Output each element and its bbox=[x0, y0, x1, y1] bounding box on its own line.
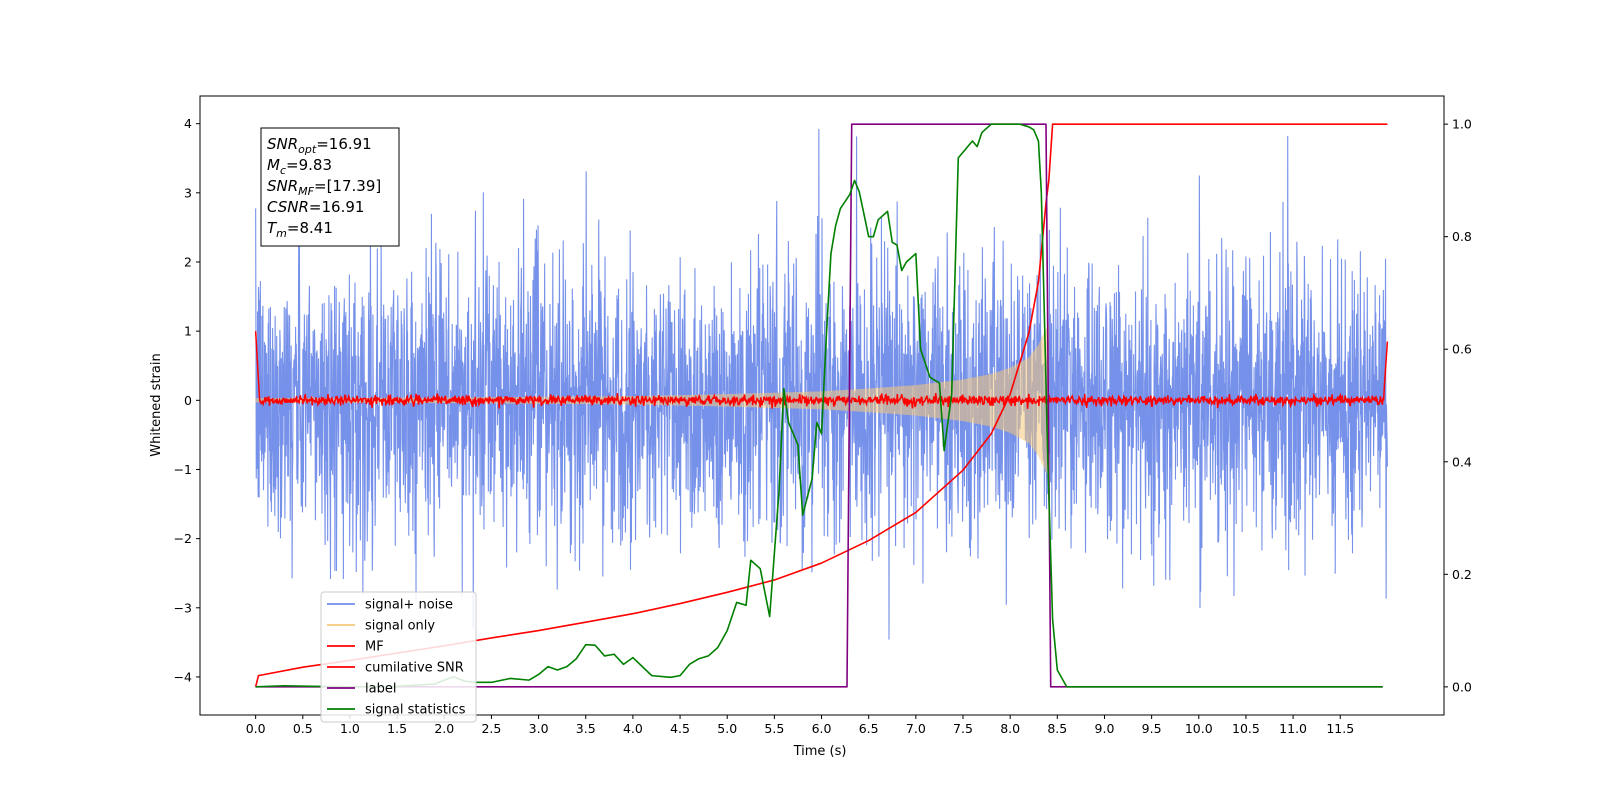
x-tick-label: 10.0 bbox=[1185, 721, 1213, 736]
x-tick-label: 5.0 bbox=[717, 721, 737, 736]
series-signal-statistics-line bbox=[255, 123, 1383, 688]
annotation-frame bbox=[260, 127, 400, 247]
x-axis-label: Time (s) bbox=[793, 744, 847, 759]
y2-tick-label: 0.8 bbox=[1452, 229, 1472, 244]
x-tick-label: 5.5 bbox=[764, 721, 784, 736]
x-tick-label: 0.0 bbox=[246, 721, 266, 736]
x-tick-label: 7.0 bbox=[906, 721, 926, 736]
legend-label: label bbox=[365, 682, 396, 697]
y-tick-label: 1 bbox=[184, 324, 192, 339]
y2-tick-label: 0.0 bbox=[1452, 679, 1472, 694]
x-tick-label: 9.5 bbox=[1142, 721, 1162, 736]
annotation-line: Mc=9.83 bbox=[267, 156, 332, 177]
y-tick-label: −2 bbox=[174, 531, 192, 546]
y2-tick-label: 0.2 bbox=[1452, 567, 1472, 582]
y-tick-label: 3 bbox=[184, 185, 192, 200]
y-tick-label: −3 bbox=[174, 600, 192, 615]
x-tick-label: 4.5 bbox=[670, 721, 690, 736]
x-tick-label: 4.0 bbox=[623, 721, 643, 736]
x-tick-label: 6.0 bbox=[812, 721, 832, 736]
annotation-line: SNRopt=16.91 bbox=[267, 135, 372, 156]
legend-label: signal only bbox=[365, 619, 435, 634]
legend-label: signal+ noise bbox=[365, 598, 453, 613]
x-tick-label: 3.5 bbox=[576, 721, 596, 736]
y-axis-label: Whitened strain bbox=[149, 353, 164, 456]
legend-label: signal statistics bbox=[365, 703, 466, 718]
x-axis-ticks: 0.0 0.5 1.0 1.5 2.0 2.5 3.0 3.5 4.0 4.5 5.0 5.5 6.0 6… bbox=[246, 715, 1354, 736]
legend-frame bbox=[320, 591, 477, 723]
y2-tick-label: 0.4 bbox=[1452, 454, 1472, 469]
y-tick-label: 0 bbox=[184, 393, 192, 408]
stats-annotation-box: SNRopt=16.91Mc=9.83SNRMF=[17.39]CSNR=16.… bbox=[260, 127, 400, 247]
annotation-line: Tm=8.41 bbox=[267, 219, 333, 240]
y-axis-ticks: 4 3 2 1 0 −1 −2 −3 −4 bbox=[174, 116, 200, 684]
legend: signal+ noise signal only MF cumilative SNR… bbox=[320, 591, 477, 723]
x-tick-label: 11.0 bbox=[1279, 721, 1307, 736]
x-tick-label: 3.0 bbox=[529, 721, 549, 736]
y2-tick-label: 0.6 bbox=[1452, 342, 1472, 357]
legend-label: cumilative SNR bbox=[365, 661, 464, 676]
y-tick-label: 2 bbox=[184, 254, 192, 269]
x-tick-label: 6.5 bbox=[859, 721, 879, 736]
x-tick-label: 1.5 bbox=[387, 721, 407, 736]
y-tick-label: 4 bbox=[184, 116, 192, 131]
y-tick-label: −1 bbox=[174, 462, 192, 477]
x-tick-label: 2.5 bbox=[481, 721, 501, 736]
y-tick-label: −4 bbox=[174, 669, 192, 684]
legend-label: MF bbox=[365, 640, 384, 655]
series-mf-line bbox=[254, 331, 1389, 409]
annotation-line: CSNR=16.91 bbox=[267, 198, 364, 216]
annotation-line: SNRMF=[17.39] bbox=[267, 177, 381, 198]
x-tick-label: 0.5 bbox=[293, 721, 313, 736]
x-tick-label: 2.0 bbox=[434, 721, 454, 736]
y2-tick-label: 1.0 bbox=[1452, 117, 1472, 132]
x-tick-label: 11.5 bbox=[1326, 721, 1354, 736]
x-tick-label: 10.5 bbox=[1232, 721, 1260, 736]
x-tick-label: 8.5 bbox=[1047, 721, 1067, 736]
x-tick-label: 7.5 bbox=[953, 721, 973, 736]
x-tick-label: 1.0 bbox=[340, 721, 360, 736]
x-tick-label: 9.0 bbox=[1095, 721, 1115, 736]
x-tick-label: 8.0 bbox=[1000, 721, 1020, 736]
y2-axis-ticks: 1.0 0.8 0.6 0.4 0.2 0.0 bbox=[1444, 117, 1472, 694]
